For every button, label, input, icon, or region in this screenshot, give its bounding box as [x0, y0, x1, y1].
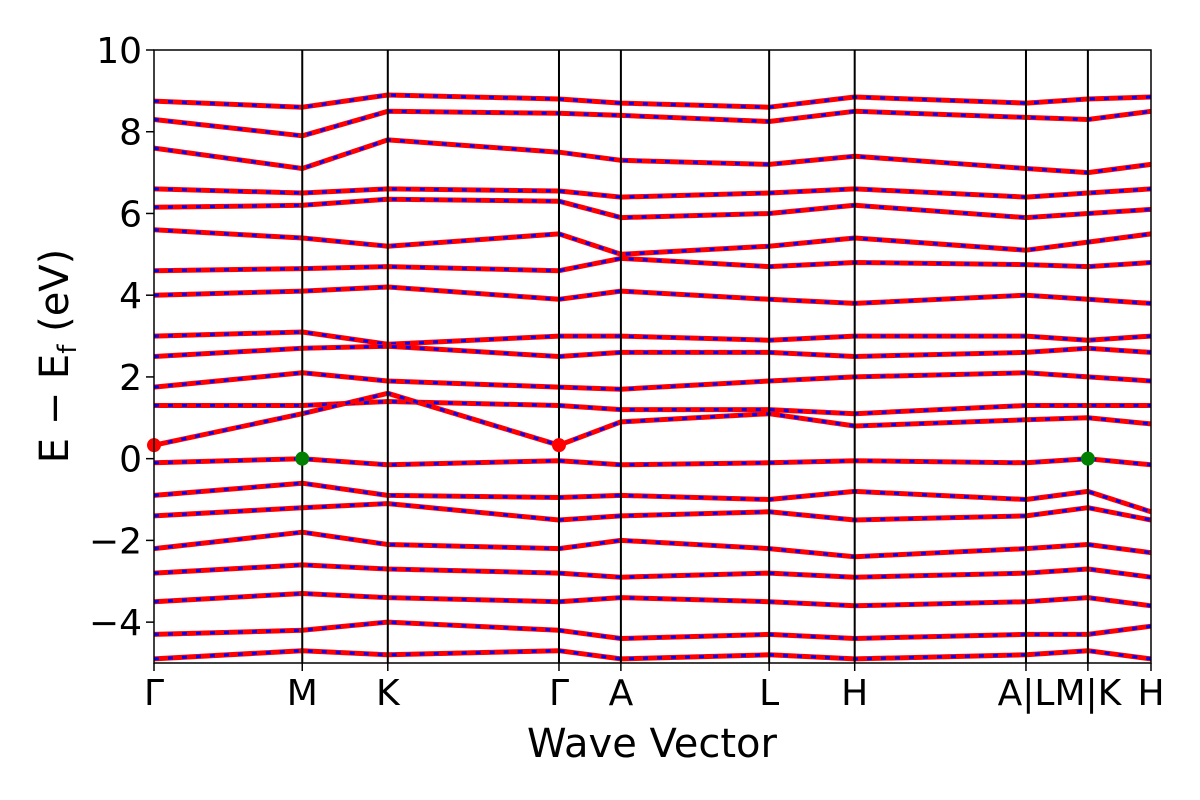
band-line-spin-up: [153, 255, 1152, 274]
y-tick-label: 8: [119, 113, 142, 154]
cbm-marker: [551, 438, 566, 453]
band-line-spin-down: [153, 138, 1152, 175]
band-line-spin-up: [153, 619, 1152, 641]
vbm-marker: [295, 451, 310, 466]
x-tick-label: A: [609, 673, 634, 714]
band-line-spin-up: [153, 370, 1152, 392]
band-line-spin-up: [153, 562, 1152, 580]
band-line-spin-up: [153, 196, 1152, 221]
band-line-spin-up: [153, 329, 1152, 347]
y-tick-label: −2: [89, 521, 142, 562]
y-tick-label: 10: [96, 31, 142, 72]
band-line-spin-up: [153, 343, 1152, 359]
x-tick-label: M|K: [1054, 673, 1122, 714]
x-tick-label: M: [287, 673, 318, 714]
band-line-spin-up: [153, 186, 1152, 200]
band-line-spin-up: [153, 108, 1152, 139]
plot-frame: [153, 49, 1152, 664]
x-tick-label: H: [1137, 673, 1164, 714]
x-tick-label: K: [376, 673, 401, 714]
x-axis-ticks: Γ M K Γ A L H A|L M|K H: [144, 663, 1165, 714]
y-tick-label: 4: [119, 276, 142, 317]
x-tick-label: A|L: [998, 673, 1055, 714]
x-tick-label: L: [759, 673, 779, 714]
y-axis-ticks: −4 −2 0 2 4 6 8 10: [89, 31, 154, 644]
x-tick-label: Γ: [549, 673, 569, 714]
band-line-spin-up: [153, 480, 1152, 515]
high-symmetry-lines: [301, 50, 1089, 663]
band-lines: [153, 92, 1152, 662]
x-tick-label: Γ: [144, 673, 164, 714]
y-tick-label: 6: [119, 194, 142, 235]
y-axis-title: E − Ef (eV): [32, 249, 83, 464]
y-tick-label: 0: [119, 440, 142, 481]
band-line-spin-up: [153, 648, 1152, 662]
vbm-marker: [1080, 451, 1095, 466]
band-line-spin-up: [153, 92, 1152, 110]
band-line-spin-up: [153, 227, 1152, 257]
band-line-spin-up: [153, 501, 1152, 523]
band-line-spin-up: [153, 456, 1152, 468]
band-line-spin-up: [153, 529, 1152, 560]
band-line-spin-up: [153, 591, 1152, 609]
y-tick-label: −4: [89, 603, 142, 644]
band-line-spin-up: [153, 390, 1152, 448]
band-line-spin-up: [153, 284, 1152, 306]
y-tick-label: 2: [119, 358, 142, 399]
x-axis-title: Wave Vector: [527, 721, 778, 767]
x-tick-label: H: [841, 673, 868, 714]
